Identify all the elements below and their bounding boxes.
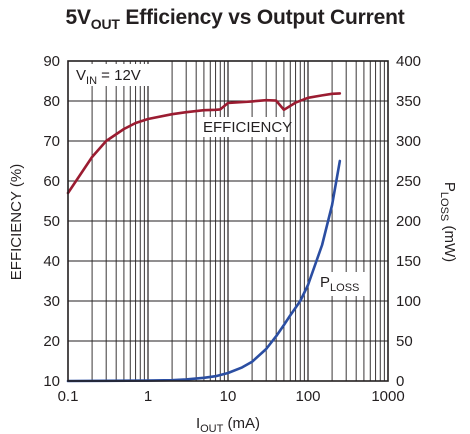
y-left-tick-label: 40 bbox=[43, 253, 60, 270]
y-axis-left-label: EFFICIENCY (%) bbox=[8, 164, 25, 280]
vin-annotation-rest: = 12V bbox=[97, 67, 141, 84]
efficiency-series-line bbox=[66, 92, 342, 195]
ploss-annotation: PLOSS bbox=[320, 274, 359, 294]
y-left-tick-label: 70 bbox=[43, 133, 60, 150]
x-tick-label: 10 bbox=[220, 388, 237, 405]
chart-title-subscript: OUT bbox=[90, 16, 120, 32]
ploss-annotation-box bbox=[316, 272, 368, 296]
y-left-tick-label: 80 bbox=[43, 93, 60, 110]
y-right-tick-label: 400 bbox=[396, 53, 421, 70]
efficiency-annotation: EFFICIENCY bbox=[203, 119, 292, 136]
vin-annotation-main: V bbox=[76, 67, 86, 84]
y-right-tick-label: 350 bbox=[396, 93, 421, 110]
ploss-annotation-main: P bbox=[320, 274, 330, 291]
efficiency-annotation-box bbox=[200, 117, 286, 137]
y-right-tick-label: 150 bbox=[396, 253, 421, 270]
y-right-tick-label: 250 bbox=[396, 173, 421, 190]
x-axis-label-rest: (mA) bbox=[223, 415, 260, 432]
grid bbox=[68, 61, 388, 381]
vin-annotation: VIN = 12V bbox=[76, 67, 141, 87]
x-tick-label: 1000 bbox=[371, 388, 404, 405]
plot-frame bbox=[67, 60, 389, 382]
y-axis-right-label-sub: LOSS bbox=[438, 192, 450, 221]
chart-title-rest: Efficiency vs Output Current bbox=[119, 6, 405, 29]
y-axis-right-label-rest: (mW) bbox=[441, 221, 458, 262]
chart-title: 5VOUT Efficiency vs Output Current bbox=[0, 6, 470, 32]
x-axis-label-main: I bbox=[196, 415, 200, 432]
y-right-tick-label: 50 bbox=[396, 333, 413, 350]
y-right-tick-label: 100 bbox=[396, 293, 421, 310]
y-axis-right-label-main: P bbox=[441, 182, 458, 192]
x-tick-label: 1 bbox=[144, 388, 152, 405]
tick-labels: 0.1 1 10 100 1000 10 20 30 40 50 60 70 80 90 0 50 100 150… bbox=[43, 53, 421, 405]
ploss-annotation-sub: LOSS bbox=[330, 282, 359, 294]
x-tick-label: 100 bbox=[295, 388, 320, 405]
y-right-tick-label: 200 bbox=[396, 213, 421, 230]
y-left-tick-label: 20 bbox=[43, 333, 60, 350]
y-left-tick-label: 90 bbox=[43, 53, 60, 70]
x-axis-label-sub: OUT bbox=[200, 423, 224, 434]
vin-annotation-box bbox=[72, 64, 154, 86]
y-right-tick-label: 0 bbox=[396, 373, 404, 390]
y-left-tick-label: 30 bbox=[43, 293, 60, 310]
y-left-tick-label: 10 bbox=[43, 373, 60, 390]
x-axis-label: IOUT (mA) bbox=[196, 415, 260, 434]
y-left-tick-label: 50 bbox=[43, 213, 60, 230]
chart-title-main: 5V bbox=[65, 6, 91, 29]
x-tick-label: 0.1 bbox=[58, 388, 79, 405]
y-right-tick-label: 300 bbox=[396, 133, 421, 150]
y-axis-right-label: PLOSS (mW) bbox=[438, 182, 458, 262]
y-left-tick-label: 60 bbox=[43, 173, 60, 190]
vin-annotation-sub: IN bbox=[86, 75, 97, 87]
